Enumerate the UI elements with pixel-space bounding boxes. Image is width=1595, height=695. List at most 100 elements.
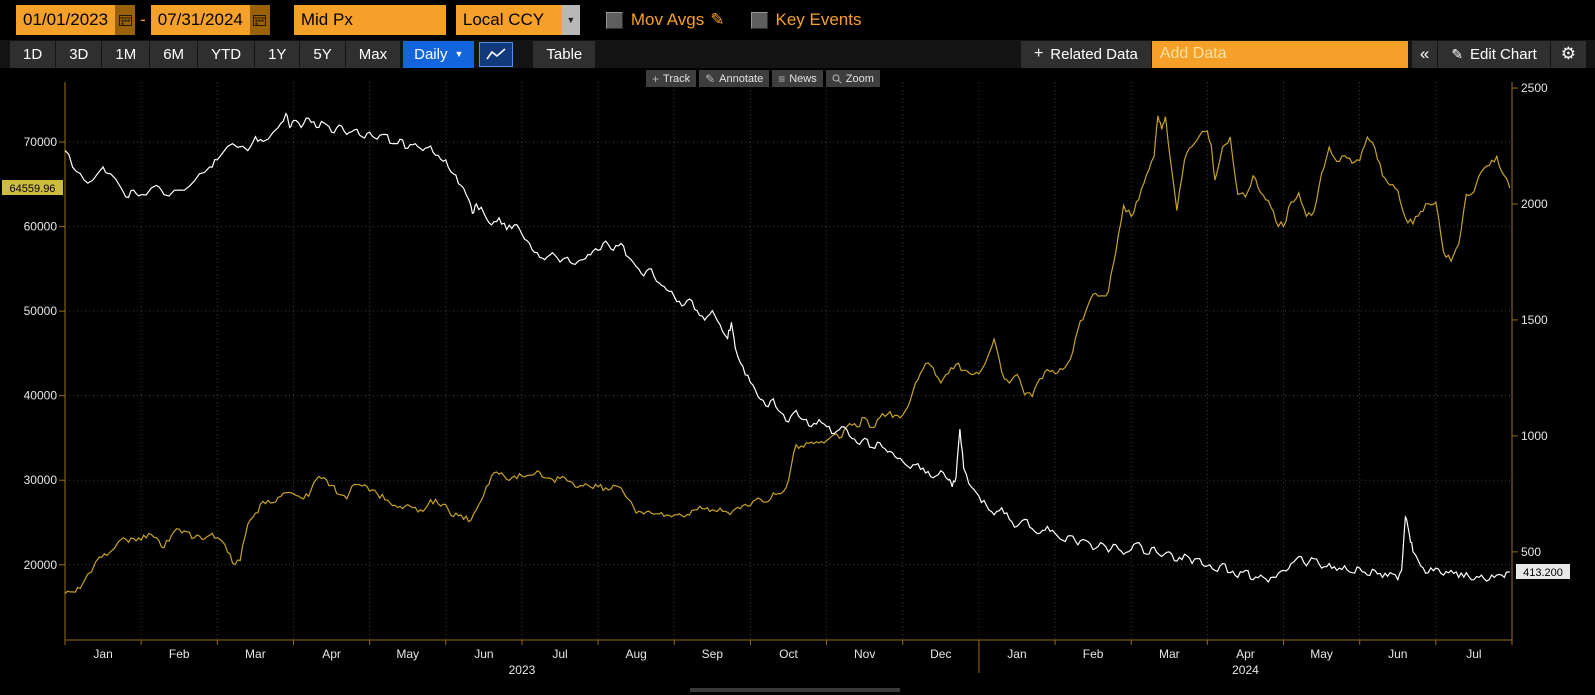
period-button-5y[interactable]: 5Y bbox=[300, 40, 345, 68]
table-button[interactable]: Table bbox=[533, 40, 596, 68]
price-type-field[interactable]: Mid Px bbox=[293, 5, 446, 35]
white-last-price-label: 413.200 bbox=[1523, 567, 1563, 579]
line-chart-icon bbox=[485, 47, 507, 62]
month-label: Nov bbox=[854, 647, 875, 661]
zoom-label: Zoom bbox=[845, 72, 874, 85]
pencil-icon[interactable]: ✎ bbox=[710, 10, 725, 29]
month-label: Oct bbox=[779, 647, 798, 661]
month-label: Jan bbox=[93, 647, 112, 661]
left-axis-tick-label: 60000 bbox=[24, 220, 58, 234]
chart-toolbar: 1D 3D 1M 6M YTD 1Y 5Y Max Daily ▼ Table … bbox=[0, 40, 1595, 68]
gold-last-price-label: 64559.96 bbox=[10, 183, 56, 195]
month-label: Apr bbox=[322, 647, 341, 661]
date-end-value[interactable]: 07/31/2024 bbox=[157, 10, 243, 29]
add-data-input[interactable] bbox=[1151, 40, 1408, 68]
month-label: Jul bbox=[1466, 647, 1481, 661]
month-label: May bbox=[1310, 647, 1333, 661]
month-label: Mar bbox=[1159, 647, 1180, 661]
collapse-button[interactable]: « bbox=[1411, 40, 1438, 68]
series-lines bbox=[64, 112, 1511, 594]
track-button[interactable]: + Track bbox=[646, 70, 697, 87]
right-axis-tick-label: 2000 bbox=[1521, 197, 1548, 211]
period-button-1y[interactable]: 1Y bbox=[255, 40, 300, 68]
left-axis-tick-label: 30000 bbox=[24, 473, 58, 487]
axis-labels: 20000 30000 40000 50000 60000 70000 500 1000 150… bbox=[24, 81, 1548, 677]
date-range-separator: - bbox=[140, 10, 146, 29]
month-label: Aug bbox=[626, 647, 647, 661]
date-start-value[interactable]: 01/01/2023 bbox=[23, 10, 109, 29]
annotate-button[interactable]: ✎ Annotate bbox=[699, 70, 770, 87]
news-icon: ≡ bbox=[778, 71, 786, 86]
news-label: News bbox=[789, 72, 817, 85]
currency-field-group: Local CCY ▼ bbox=[455, 5, 580, 35]
left-axis-tick-label: 20000 bbox=[24, 558, 58, 572]
edit-chart-button[interactable]: ✎ Edit Chart bbox=[1438, 40, 1550, 68]
pencil-icon: ✎ bbox=[1451, 45, 1464, 62]
chevron-down-icon: ▼ bbox=[454, 49, 464, 59]
series-gold-line-left-axis bbox=[64, 115, 1511, 594]
month-label: Jul bbox=[552, 647, 567, 661]
year-label: 2024 bbox=[1232, 663, 1259, 677]
right-axis-tick-label: 1500 bbox=[1521, 313, 1548, 327]
period-button-1m[interactable]: 1M bbox=[102, 40, 150, 68]
year-label: 2023 bbox=[509, 663, 536, 677]
left-axis-tick-label: 50000 bbox=[24, 304, 58, 318]
currency-field[interactable]: Local CCY bbox=[455, 5, 562, 35]
right-axis-tick-label: 1000 bbox=[1521, 429, 1548, 443]
zoom-button[interactable]: Zoom bbox=[825, 70, 880, 87]
white-last-price-badge bbox=[1516, 564, 1570, 580]
last-price-badges: 64559.96 413.200 bbox=[2, 180, 1570, 580]
right-axis-tick-label: 2500 bbox=[1521, 81, 1548, 95]
period-button-max[interactable]: Max bbox=[345, 40, 401, 68]
calendar-icon[interactable] bbox=[115, 5, 136, 35]
mov-avgs-label[interactable]: Mov Avgs bbox=[630, 10, 705, 29]
series-white-line-right-axis bbox=[64, 112, 1510, 584]
magnifier-icon bbox=[832, 74, 842, 84]
annotate-label: Annotate bbox=[719, 72, 764, 85]
track-icon: + bbox=[652, 71, 660, 86]
chart-tools: + Track ✎ Annotate ≡ News Zoom bbox=[646, 70, 880, 87]
frequency-dropdown[interactable]: Daily ▼ bbox=[403, 40, 475, 68]
month-label: Feb bbox=[1083, 647, 1104, 661]
axes bbox=[59, 82, 1518, 673]
key-events-label[interactable]: Key Events bbox=[775, 10, 862, 29]
related-data-label: Related Data bbox=[1050, 45, 1138, 63]
calendar-icon[interactable] bbox=[249, 5, 270, 35]
gridlines bbox=[65, 82, 1512, 640]
annotate-icon: ✎ bbox=[705, 71, 716, 86]
edit-chart-label: Edit Chart bbox=[1470, 45, 1537, 63]
month-label: Sep bbox=[702, 647, 724, 661]
chevron-down-icon: ▼ bbox=[566, 15, 576, 25]
left-axis-tick-label: 70000 bbox=[24, 135, 58, 149]
news-button[interactable]: ≡ News bbox=[772, 70, 823, 87]
price-type-value[interactable]: Mid Px bbox=[300, 10, 353, 29]
period-button-ytd[interactable]: YTD bbox=[198, 40, 255, 68]
horizontal-scrollbar[interactable] bbox=[690, 688, 900, 692]
gold-last-price-badge bbox=[2, 180, 63, 196]
settings-button[interactable]: ⚙ bbox=[1550, 40, 1586, 68]
currency-dropdown-button[interactable]: ▼ bbox=[561, 5, 580, 35]
month-label: Apr bbox=[1236, 647, 1255, 661]
query-bar: 01/01/2023 - 07/31/2024 Mid Px Local CCY… bbox=[0, 0, 1595, 40]
plus-icon: + bbox=[1033, 45, 1044, 62]
period-button-6m[interactable]: 6M bbox=[150, 40, 198, 68]
right-axis-tick-label: 500 bbox=[1521, 545, 1541, 559]
period-button-1d[interactable]: 1D bbox=[10, 40, 56, 68]
date-start-field[interactable]: 01/01/2023 bbox=[16, 5, 136, 35]
left-axis-tick-label: 40000 bbox=[24, 389, 58, 403]
month-label: Mar bbox=[245, 647, 266, 661]
month-label: Jun bbox=[1388, 647, 1407, 661]
month-label: Dec bbox=[930, 647, 951, 661]
month-label: May bbox=[396, 647, 419, 661]
frequency-value: Daily bbox=[414, 45, 448, 63]
gear-icon: ⚙ bbox=[1560, 44, 1576, 63]
key-events-checkbox[interactable] bbox=[750, 11, 768, 29]
mov-avgs-checkbox[interactable] bbox=[605, 11, 623, 29]
track-label: Track bbox=[663, 72, 691, 85]
related-data-button[interactable]: + Related Data bbox=[1020, 40, 1151, 68]
date-end-field[interactable]: 07/31/2024 bbox=[150, 5, 270, 35]
period-button-3d[interactable]: 3D bbox=[56, 40, 102, 68]
chart-type-button[interactable] bbox=[479, 41, 514, 67]
currency-value[interactable]: Local CCY bbox=[462, 10, 545, 29]
